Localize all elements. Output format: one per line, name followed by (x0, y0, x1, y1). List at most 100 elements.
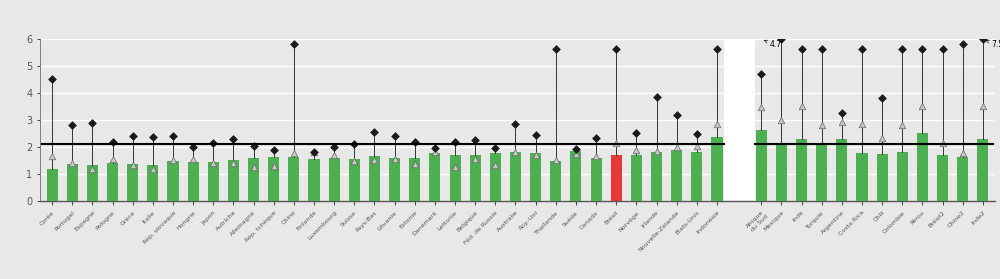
Point (266, 164, 282, 169)
Point (628, 131, 644, 136)
Bar (87, 165, 98, 201)
Point (447, 140, 463, 144)
Point (487, 146, 503, 150)
Point (84, 121, 100, 125)
Point (689, 132, 705, 136)
Bar (877, 154, 888, 201)
Point (366, 129, 382, 134)
Bar (671, 150, 682, 201)
Point (935, 140, 951, 145)
Point (874, 135, 890, 140)
Point (366, 157, 382, 162)
Point (125, 163, 141, 167)
Bar (369, 156, 380, 201)
Text: 4.7: 4.7 (764, 40, 781, 49)
Point (346, 142, 362, 146)
Point (64, 122, 80, 127)
Point (568, 146, 584, 151)
Point (306, 150, 322, 154)
Point (753, 105, 769, 110)
Point (773, 118, 789, 122)
Point (854, 47, 870, 51)
Bar (756, 131, 767, 201)
Bar (691, 152, 702, 201)
Point (246, 165, 262, 169)
Bar (816, 143, 827, 201)
Point (628, 148, 644, 153)
Point (649, 149, 665, 153)
Bar (836, 140, 847, 201)
Bar (631, 155, 642, 201)
Point (145, 167, 161, 171)
Point (387, 157, 403, 161)
Point (814, 123, 830, 128)
Bar (856, 153, 868, 201)
Bar (651, 152, 662, 201)
Point (935, 47, 951, 51)
Bar (977, 139, 988, 201)
Point (306, 149, 322, 154)
Point (975, 37, 991, 41)
Bar (470, 155, 481, 201)
Bar (349, 159, 360, 201)
Point (834, 111, 850, 115)
Point (914, 47, 930, 51)
Bar (107, 163, 118, 201)
Point (407, 162, 423, 166)
Bar (188, 162, 199, 201)
Point (387, 134, 403, 138)
Point (709, 122, 725, 126)
Point (205, 141, 221, 146)
Point (266, 147, 282, 152)
Bar (268, 157, 279, 201)
Point (894, 122, 910, 127)
Bar (796, 139, 807, 201)
Bar (409, 158, 420, 201)
Bar (147, 165, 158, 201)
Point (326, 145, 342, 150)
Bar (288, 157, 299, 201)
Point (427, 146, 443, 151)
Point (568, 152, 584, 157)
Point (185, 145, 201, 149)
Point (669, 145, 685, 149)
Point (548, 47, 564, 51)
Point (44, 76, 60, 81)
Bar (776, 143, 787, 201)
Point (975, 104, 991, 109)
Bar (47, 169, 58, 201)
Point (528, 133, 544, 138)
Point (794, 104, 810, 109)
Bar (550, 161, 561, 201)
Point (955, 42, 971, 46)
Point (84, 167, 100, 172)
Point (753, 72, 769, 76)
Point (246, 144, 262, 148)
Point (834, 120, 850, 124)
Point (548, 157, 564, 162)
Bar (127, 164, 138, 201)
Bar (510, 151, 521, 201)
Point (854, 122, 870, 126)
Bar (490, 153, 501, 201)
Point (225, 160, 241, 165)
Point (588, 136, 604, 140)
Point (125, 134, 141, 138)
Point (205, 160, 221, 165)
Point (326, 153, 342, 157)
Point (286, 42, 302, 46)
Bar (450, 155, 461, 201)
Point (914, 104, 930, 109)
Point (608, 47, 624, 51)
Bar (711, 137, 723, 201)
Point (105, 139, 121, 144)
Point (165, 158, 181, 162)
Point (225, 137, 241, 141)
Point (44, 154, 60, 158)
Bar (429, 153, 440, 201)
Point (64, 161, 80, 165)
Bar (591, 158, 602, 201)
Bar (248, 158, 259, 201)
Text: 7.5: 7.5 (986, 40, 1000, 49)
Point (709, 47, 725, 51)
